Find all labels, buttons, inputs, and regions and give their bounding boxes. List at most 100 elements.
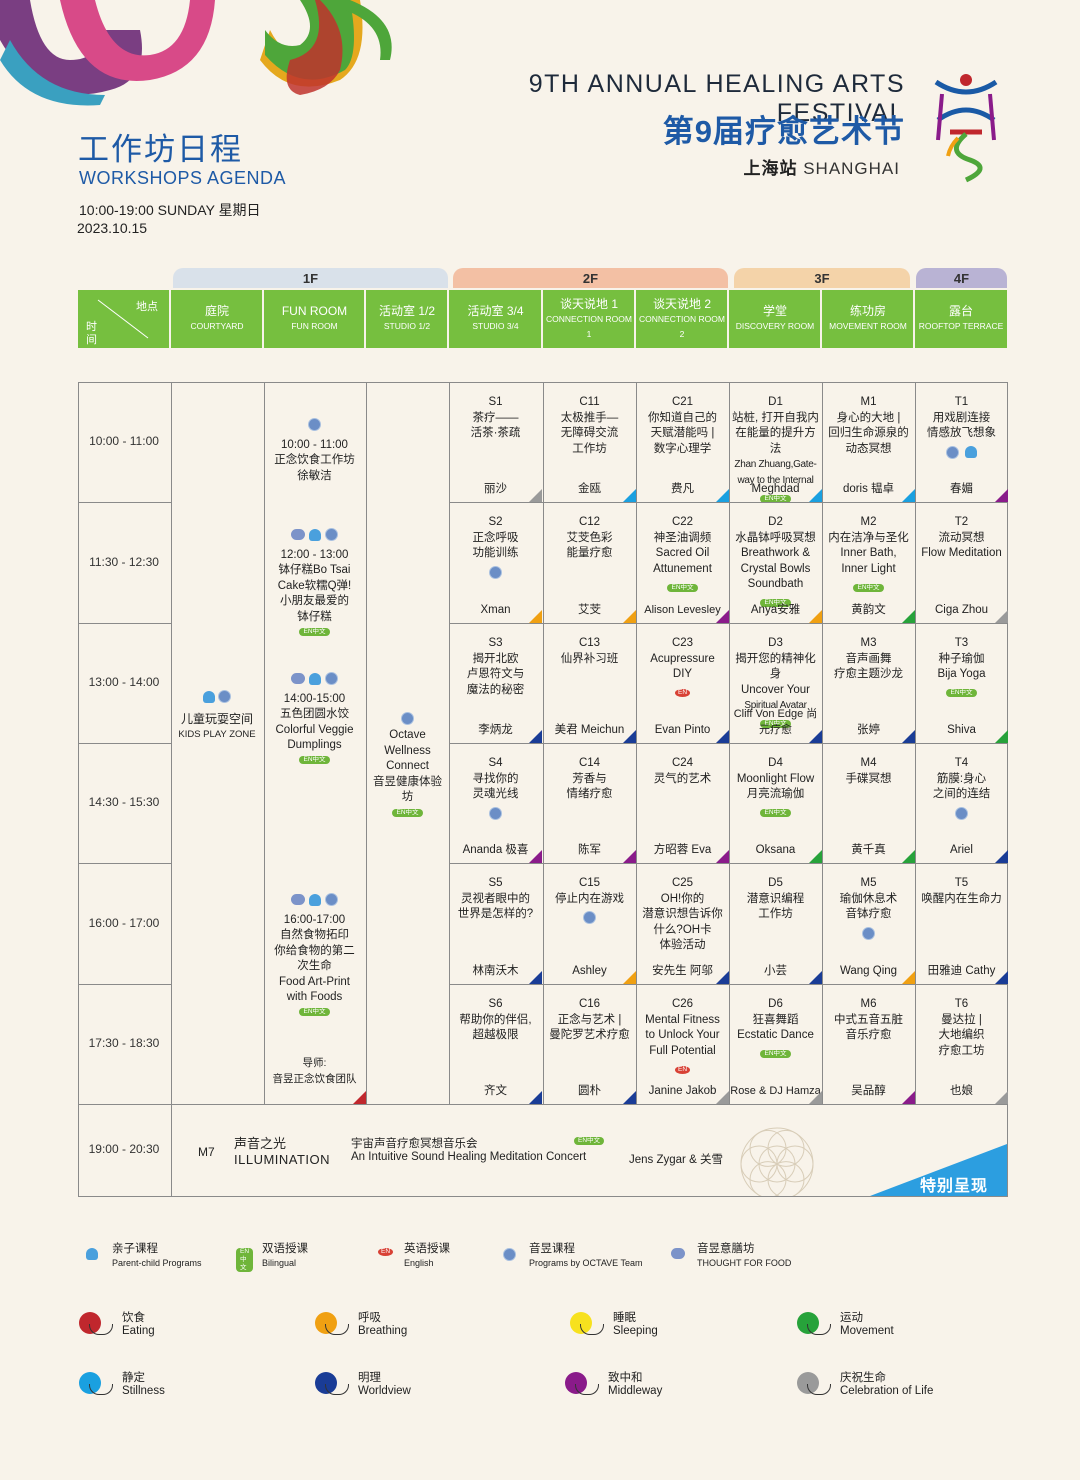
session-title-line: 工作坊	[758, 908, 793, 920]
parent-child-icon	[203, 690, 215, 703]
bilingual-icon: EN中文	[236, 1248, 254, 1272]
octave-icon	[401, 712, 414, 725]
session-title-line: 种子瑜伽	[938, 652, 985, 665]
session-c21[interactable]: C21 你知道自己的 天赋潜能吗 | 数字心理学 费凡	[636, 382, 729, 502]
session-t1[interactable]: T1 用戏剧连接 情感放飞想象 春媚	[915, 382, 1008, 502]
category-marker	[809, 610, 822, 623]
legend-label-cn: 亲子课程	[112, 1243, 158, 1255]
funroom-time: 12:00 - 13:00	[280, 548, 349, 561]
session-d3[interactable]: D3 揭开您的精神化身 Uncover Your Spiritual Avatar EN…	[729, 623, 822, 743]
session-title-line: 功能训练	[472, 547, 519, 559]
session-code: D5	[768, 877, 783, 889]
session-t4[interactable]: T4 筋膜:身心 之间的连结 Ariel	[915, 743, 1008, 863]
session-title-line: 唤醒内在生命力	[921, 892, 1002, 905]
session-host: 田雅迪 Cathy	[927, 964, 996, 977]
session-code: C25	[671, 877, 694, 889]
session-title-line: 在能量的提升方法	[735, 427, 816, 455]
session-icons	[545, 911, 634, 927]
session-t3[interactable]: T3 种子瑜伽 Bija Yoga EN中文 Shiva	[915, 623, 1008, 743]
session-icons: EN中文	[638, 581, 727, 597]
session-t2[interactable]: T2 流动冥想 Flow Meditation Ciga Zhou	[915, 502, 1008, 623]
category-label-cn: 明理	[358, 1372, 381, 1384]
session-title-line: 工作坊	[572, 442, 607, 455]
session-c16[interactable]: C16 正念与艺术 | 曼陀罗艺术疗愈 圆朴	[543, 984, 636, 1104]
category-marker	[902, 850, 915, 863]
session-t5[interactable]: T5 唤醒内在生命力 田雅迪 Cathy	[915, 863, 1008, 984]
time-slot: 14:30 - 15:30	[88, 795, 160, 809]
category-marker	[623, 610, 636, 623]
session-icons	[451, 806, 540, 823]
session-icons: EN中文	[824, 581, 913, 597]
octave-icon	[946, 445, 959, 459]
session-host: Oksana	[755, 843, 796, 856]
session-s4[interactable]: S4 寻找你的 灵魂光线 Ananda 极喜	[449, 743, 542, 863]
session-c26[interactable]: C26 Mental Fitness to Unlock Your Full Pote…	[636, 984, 729, 1104]
session-c25[interactable]: C25 OH!你的 潜意识想告诉你 什么?OH卡 体验活动 安先生 阿邬	[636, 863, 729, 984]
session-c15[interactable]: C15 停止内在游戏 Ashley	[543, 863, 636, 984]
session-d6[interactable]: D6 狂喜舞蹈 Ecstatic Dance EN中文 Rose & DJ Hamza	[729, 984, 822, 1104]
session-c13[interactable]: C13 仙界补习班 美君 Meichun	[543, 623, 636, 743]
session-code: C13	[578, 637, 601, 649]
bilingual-badge: EN中文	[667, 583, 698, 592]
session-s5[interactable]: S5 灵视者眼中的 世界是怎样的? 林南沃木	[449, 863, 542, 984]
session-m5[interactable]: M5 瑜伽休息术 音钵疗愈 Wang Qing	[822, 863, 915, 984]
session-s3[interactable]: S3 揭开北欧 卢恩符文与 魔法的秘密 李炳龙	[449, 623, 542, 743]
session-d5[interactable]: D5 潜意识编程 工作坊 小芸	[729, 863, 822, 984]
session-title-line: 芳香与	[572, 772, 607, 785]
session-m2[interactable]: M2 内在洁净与圣化 Inner Bath, Inner Light EN中文 黄韵文	[822, 502, 915, 623]
category-marker	[716, 971, 729, 984]
grid-line	[264, 382, 265, 1104]
session-m6[interactable]: M6 中式五音五脏 音乐疗愈 吴品醇	[822, 984, 915, 1104]
legend-label-cn: 双语授课	[262, 1243, 308, 1255]
session-title-line: 揭开您的精神化身	[735, 652, 816, 681]
room-divider	[541, 290, 543, 348]
session-m3[interactable]: M3 音声画舞 疗愈主题沙龙 张婷	[822, 623, 915, 743]
session-t6[interactable]: T6 曼达拉 | 大地编织 疗愈工坊 也娘	[915, 984, 1008, 1104]
room-divider	[262, 290, 264, 348]
session-s1[interactable]: S1 茶疗—— 活茶·茶疏 丽沙	[449, 382, 542, 502]
agenda-title-cn: 工作坊日程	[78, 132, 243, 167]
grid-line	[449, 863, 1008, 864]
session-title-line: 体验活动	[659, 939, 706, 951]
session-c12[interactable]: C12 艾芠色彩 能量疗愈 艾芠	[543, 502, 636, 623]
grid-line	[78, 863, 171, 864]
category-label-en: Middleway	[608, 1385, 663, 1397]
category-marker	[902, 610, 915, 623]
english-badge: EN	[674, 689, 691, 698]
session-title-line: 什么?OH卡	[653, 923, 712, 936]
funroom-session: 10:00 - 11:00 正念饮食工作坊 徐敏洁	[264, 418, 365, 484]
room-divider	[364, 290, 366, 348]
legend-label-en: Bilingual	[262, 1258, 297, 1268]
session-title-line: Full Potential	[649, 1044, 716, 1057]
session-c23[interactable]: C23 Acupressure DIY EN Evan Pinto	[636, 623, 729, 743]
session-title-line: Spiritual Avatar	[744, 700, 807, 711]
category-label-cn: 运动	[840, 1312, 863, 1324]
session-code: S6	[488, 998, 503, 1010]
session-title-line: 流动冥想	[938, 531, 985, 544]
session-title-line: 停止内在游戏	[555, 892, 624, 905]
evening-title-en: ILLUMINATION	[234, 1152, 331, 1167]
session-title-line: 艾芠色彩	[566, 531, 613, 544]
evening-host: Jens Zygar & 关雪	[629, 1154, 723, 1166]
session-title-line: 灵气的艺术	[653, 772, 712, 785]
octave-icon	[218, 690, 231, 704]
session-d1[interactable]: D1 站桩, 打开自我内 在能量的提升方法 Zhan Zhuang,Gate-way …	[729, 382, 822, 502]
session-s6[interactable]: S6 帮助你的伴侣, 超越极限 齐文	[449, 984, 542, 1104]
session-c11[interactable]: C11 太极推手— 无障碍交流 工作坊 金瓯	[543, 382, 636, 502]
session-c24[interactable]: C24 灵气的艺术 方昭蓉 Eva	[636, 743, 729, 863]
session-c22[interactable]: C22 神圣油调频 Sacred Oil Attunement EN中文 Alison L…	[636, 502, 729, 623]
room-name-en: STUDIO 3/4	[472, 321, 519, 331]
session-s2[interactable]: S2 正念呼吸 功能训练 Xman	[449, 502, 542, 623]
session-code: T3	[954, 637, 969, 649]
session-title-line: way to the Internal	[737, 474, 814, 486]
session-d2[interactable]: D2 水晶钵呼吸冥想 Breathwork & Crystal Bowls Soundb…	[729, 502, 822, 623]
category-label-cn: 静定	[122, 1372, 145, 1384]
session-code: C21	[671, 396, 694, 408]
session-m4[interactable]: M4 手碟冥想 黄千真	[822, 743, 915, 863]
session-c14[interactable]: C14 芳香与 情绪疗愈 陈军	[543, 743, 636, 863]
session-d4[interactable]: D4 Moonlight Flow 月亮流瑜伽 EN中文 Oksana	[729, 743, 822, 863]
session-title-line: 正念与艺术 |	[557, 1013, 622, 1026]
session-m1[interactable]: M1 身心的大地 | 回归生命源泉的 动态冥想 doris 韫卓	[822, 382, 915, 502]
session-host: 方昭蓉 Eva	[653, 843, 712, 856]
